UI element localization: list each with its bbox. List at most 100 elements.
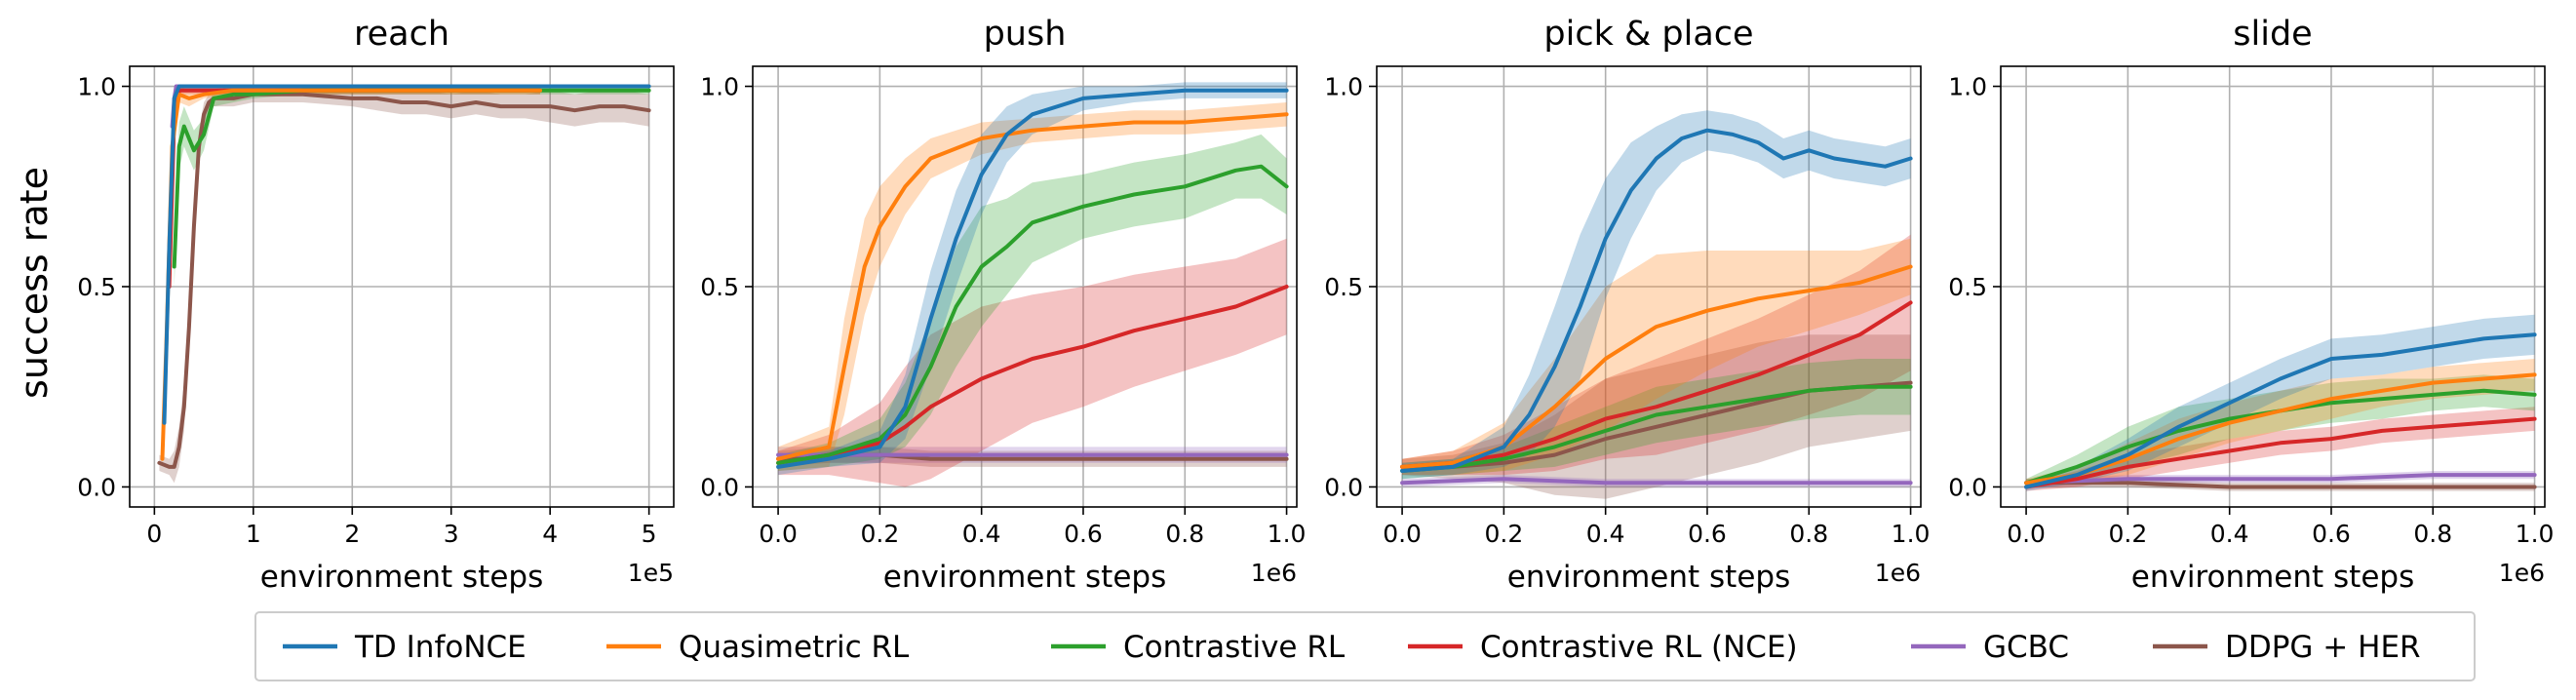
x-tick-label: 0.8 xyxy=(1789,520,1828,548)
subplot-0: 0 1 2 3 4 5 0.0 0.5 1.0 reach environment steps 1e5 xyxy=(77,15,675,595)
ticks: 0.0 0.2 0.4 0.6 0.8 1.0 0.0 0.5 1.0 xyxy=(1324,73,1930,548)
legend-entry-contrastive-rl: Contrastive RL xyxy=(1051,630,1346,665)
line-contrastive-rl-nce- xyxy=(776,285,1289,465)
line-td-infonce xyxy=(2024,332,2537,489)
legend-label: Contrastive RL (NCE) xyxy=(1480,630,1798,665)
legend-label: Quasimetric RL xyxy=(679,630,910,665)
y-tick-label: 1.0 xyxy=(1948,73,1987,101)
y-tick-label: 0.5 xyxy=(700,273,739,301)
x-scale-label: 1e6 xyxy=(2499,559,2545,587)
subplot-title: pick & place xyxy=(1543,15,1753,54)
y-tick-label: 1.0 xyxy=(77,73,116,101)
band-td-infonce xyxy=(778,82,1287,476)
x-tick-label: 5 xyxy=(642,520,657,548)
plot-area xyxy=(1400,110,1913,499)
y-tick-label: 0.5 xyxy=(1324,273,1363,301)
y-axis-label: success rate xyxy=(13,167,56,399)
x-tick-label: 1.0 xyxy=(1892,520,1931,548)
line-td-infonce xyxy=(776,88,1289,469)
x-tick-label: 0.8 xyxy=(2413,520,2452,548)
x-tick-label: 0.4 xyxy=(1586,520,1625,548)
legend-label: Contrastive RL xyxy=(1123,630,1346,665)
x-tick-label: 3 xyxy=(444,520,459,548)
x-tick-label: 0.2 xyxy=(1484,520,1523,548)
y-tick-label: 0.0 xyxy=(1948,473,1987,501)
x-tick-label: 4 xyxy=(542,520,558,548)
legend-frame xyxy=(254,611,2476,681)
subplot-3: 0.0 0.2 0.4 0.6 0.8 1.0 0.0 0.5 1.0 slide environm… xyxy=(1948,15,2554,595)
legend-entry-contrastive-rl-nce: Contrastive RL (NCE) xyxy=(1408,630,1798,665)
x-tick-label: 0.2 xyxy=(860,520,899,548)
series-lines xyxy=(776,88,1289,469)
gridlines xyxy=(753,66,1297,507)
line-td-infonce xyxy=(162,84,651,425)
ticks: 0 1 2 3 4 5 0.0 0.5 1.0 xyxy=(77,73,656,548)
ticks: 0.0 0.2 0.4 0.6 0.8 1.0 0.0 0.5 1.0 xyxy=(1948,73,2554,548)
line-gcbc xyxy=(2024,473,2537,486)
x-tick-label: 0.0 xyxy=(2007,520,2046,548)
x-scale-label: 1e6 xyxy=(1251,559,1297,587)
x-tick-label: 1.0 xyxy=(1268,520,1307,548)
line-quasimetric-rl xyxy=(2024,372,2537,486)
band-contrastive-rl xyxy=(778,134,1287,471)
x-tick-label: 0.4 xyxy=(2210,520,2249,548)
series-lines xyxy=(1400,128,1913,486)
x-tick-label: 0.2 xyxy=(2108,520,2147,548)
x-scale-label: 1e6 xyxy=(1875,559,1921,587)
plot-area xyxy=(157,84,651,484)
legend-entry-td-infonce: TD InfoNCE xyxy=(283,630,527,665)
ticks: 0.0 0.2 0.4 0.6 0.8 1.0 0.0 0.5 1.0 xyxy=(700,73,1306,548)
line-contrastive-rl-nce- xyxy=(2024,416,2537,489)
plot-area xyxy=(2024,314,2537,491)
band-quasimetric-rl xyxy=(2026,359,2535,487)
subplot-1: 0.0 0.2 0.4 0.6 0.8 1.0 0.0 0.5 1.0 push environme… xyxy=(700,15,1306,595)
line-ddpg-her xyxy=(157,92,651,469)
x-tick-label: 0.0 xyxy=(759,520,798,548)
x-scale-label: 1e5 xyxy=(628,559,674,587)
x-tick-label: 0.6 xyxy=(1064,520,1103,548)
line-quasimetric-rl xyxy=(776,112,1289,461)
gridlines xyxy=(2001,66,2545,507)
subplot-title: slide xyxy=(2233,15,2312,54)
x-tick-label: 0.0 xyxy=(1383,520,1422,548)
legend-label: TD InfoNCE xyxy=(354,630,527,665)
x-tick-label: 0.6 xyxy=(1688,520,1727,548)
y-tick-label: 0.5 xyxy=(77,273,116,301)
x-axis-label: environment steps xyxy=(2131,560,2415,595)
x-tick-label: 0.6 xyxy=(2312,520,2351,548)
y-tick-label: 1.0 xyxy=(700,73,739,101)
x-tick-label: 1 xyxy=(246,520,261,548)
line-contrastive-rl xyxy=(1400,384,1913,473)
subplot-panels: 0 1 2 3 4 5 0.0 0.5 1.0 reach environment steps 1e5… xyxy=(77,15,2554,595)
series-lines xyxy=(2024,332,2537,489)
band-contrastive-rl xyxy=(2026,374,2535,487)
x-tick-label: 0.8 xyxy=(1165,520,1204,548)
line-td-infonce xyxy=(1400,128,1913,473)
subplot-title: push xyxy=(984,15,1067,54)
line-contrastive-rl-nce- xyxy=(1400,300,1913,469)
band-contrastive-rl-nce- xyxy=(1402,234,1911,476)
band-td-infonce xyxy=(1402,110,1911,480)
y-tick-label: 0.0 xyxy=(700,473,739,501)
x-axis-label: environment steps xyxy=(1507,560,1791,595)
subplot-title: reach xyxy=(354,15,449,54)
legend-label: DDPG + HER xyxy=(2225,630,2421,665)
legend-entry-gcbc: GCBC xyxy=(1911,630,2069,665)
legend-entry-quasimetric-rl: Quasimetric RL xyxy=(606,630,910,665)
band-quasimetric-rl xyxy=(778,102,1287,471)
legend-label: GCBC xyxy=(1983,630,2069,665)
y-tick-label: 0.0 xyxy=(1324,473,1363,501)
y-tick-label: 0.5 xyxy=(1948,273,1987,301)
band-ddpg-her xyxy=(778,447,1287,467)
y-tick-label: 1.0 xyxy=(1324,73,1363,101)
line-ddpg-her xyxy=(2024,481,2537,489)
y-tick-label: 0.0 xyxy=(77,473,116,501)
x-tick-label: 0.4 xyxy=(962,520,1001,548)
x-tick-label: 0 xyxy=(146,520,162,548)
x-tick-label: 2 xyxy=(344,520,360,548)
x-axis-label: environment steps xyxy=(260,560,544,595)
plot-area xyxy=(776,82,1289,487)
x-axis-label: environment steps xyxy=(883,560,1167,595)
